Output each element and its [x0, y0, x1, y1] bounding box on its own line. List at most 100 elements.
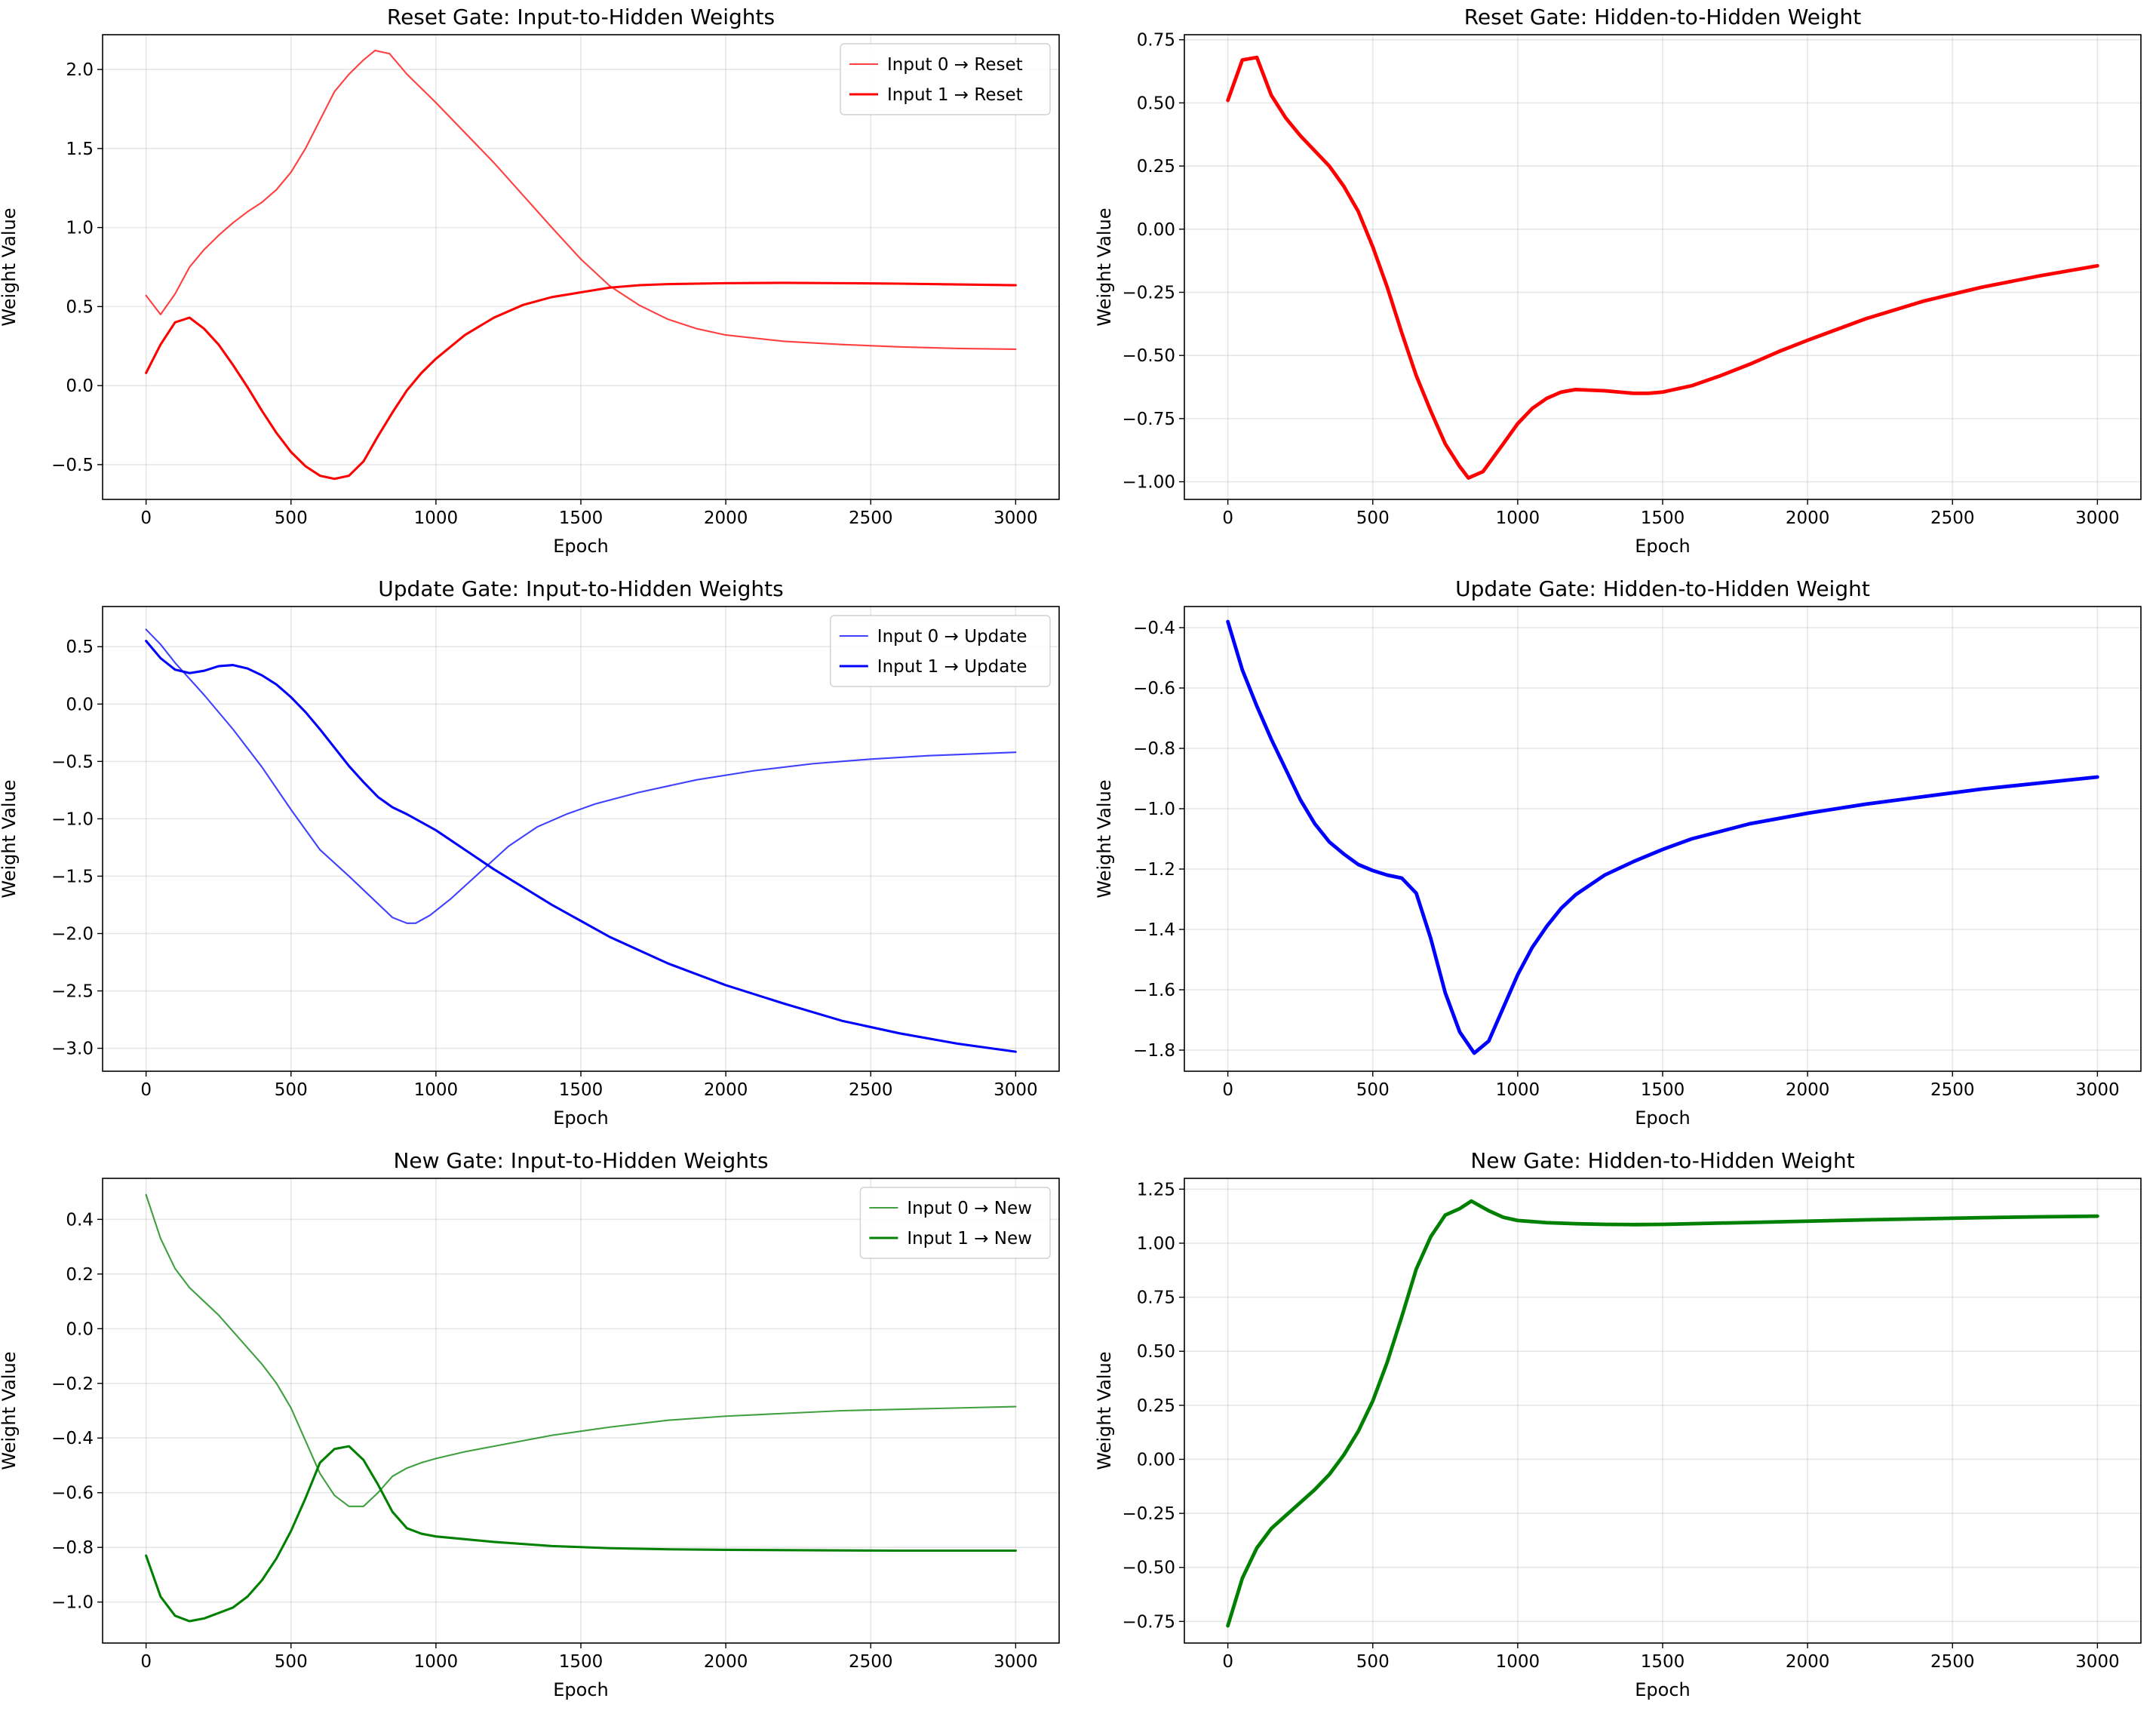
x-tick-label: 2000: [1786, 1652, 1830, 1672]
legend: Input 0 → Update Input 1 → Update: [830, 615, 1051, 687]
subplot-5: 0 500 1000 1500 2000 2500 3000 −1.0 −0.8 −0.6 −0.4…: [0, 1148, 1060, 1700]
series-line-1: [145, 1193, 1017, 1507]
subplot-4: 0 500 1000 1500 2000 2500 3000 −1.8 −1.6 −1.4 −1.2…: [1094, 576, 2142, 1129]
x-tick-label: 3000: [2075, 1652, 2120, 1672]
y-tick-label: 0.50: [1137, 1342, 1175, 1362]
x-tick-label: 2500: [1930, 1652, 1975, 1672]
y-tick-label: 0.5: [66, 297, 94, 317]
x-tick-label: 500: [275, 1652, 308, 1672]
y-tick-label: 0.50: [1137, 94, 1175, 113]
x-tick-label: 1500: [1641, 508, 1685, 528]
y-tick-label: −2.5: [51, 982, 94, 1002]
x-tick-label: 1500: [559, 1652, 603, 1672]
y-tick-label: −1.0: [51, 1593, 94, 1613]
x-axis-label: Epoch: [1635, 536, 1691, 557]
subplot-3: 0 500 1000 1500 2000 2500 3000 −3.0 −2.5 −2.0 −1.5…: [0, 576, 1060, 1129]
y-tick-label: 0.2: [66, 1265, 94, 1285]
y-tick-label: 0.0: [66, 376, 94, 396]
y-tick-label: −2.0: [51, 924, 94, 944]
y-tick-label: −0.6: [51, 1484, 94, 1503]
legend-label-1: Input 0 → Reset: [887, 55, 1023, 75]
series-line-2: [145, 640, 1017, 1053]
x-axis-label: Epoch: [553, 1679, 609, 1700]
y-tick-label: 0.25: [1137, 1396, 1175, 1416]
y-tick-label: 0.25: [1137, 157, 1175, 177]
x-tick-label: 2000: [704, 1652, 748, 1672]
chart-title: New Gate: Input-to-Hidden Weights: [393, 1148, 768, 1173]
y-tick-label: 0.00: [1137, 1450, 1175, 1470]
y-tick-label: −1.0: [1133, 800, 1175, 819]
x-tick-label: 1000: [414, 1652, 459, 1672]
y-axis-label: Weight Value: [1094, 1351, 1115, 1470]
x-axis-label: Epoch: [1635, 1107, 1691, 1129]
x-tick-label: 0: [1222, 508, 1233, 528]
x-axis-label: Epoch: [553, 536, 609, 557]
x-tick-label: 500: [275, 1080, 308, 1100]
x-tick-label: 1500: [1641, 1652, 1685, 1672]
y-tick-label: −0.2: [51, 1374, 94, 1394]
y-tick-label: −0.25: [1123, 283, 1175, 303]
y-axis-label: Weight Value: [1094, 779, 1115, 898]
x-tick-label: 3000: [994, 1652, 1038, 1672]
x-tick-label: 500: [275, 508, 308, 528]
y-axis-label: Weight Value: [1094, 207, 1115, 326]
chart-title: New Gate: Hidden-to-Hidden Weight: [1470, 1148, 1854, 1173]
legend: Input 0 → Reset Input 1 → Reset: [840, 43, 1051, 115]
x-tick-label: 2500: [849, 508, 893, 528]
series-line-1: [1226, 619, 2099, 1055]
x-tick-label: 3000: [994, 1080, 1038, 1100]
x-tick-label: 3000: [2075, 1080, 2120, 1100]
legend: Input 0 → New Input 1 → New: [859, 1187, 1051, 1259]
y-tick-label: −0.50: [1123, 346, 1175, 366]
y-tick-label: −1.0: [51, 809, 94, 829]
y-tick-label: −0.5: [51, 752, 94, 772]
y-tick-label: −1.4: [1133, 920, 1175, 940]
y-tick-label: −0.25: [1123, 1504, 1175, 1524]
x-tick-label: 3000: [994, 508, 1038, 528]
x-tick-label: 0: [1222, 1080, 1233, 1100]
subplot-6: 0 500 1000 1500 2000 2500 3000 −0.75 −0.50 −0.25 0…: [1094, 1148, 2142, 1700]
legend-label-2: Input 1 → Update: [877, 657, 1027, 677]
y-tick-label: −0.50: [1123, 1559, 1175, 1578]
x-tick-label: 0: [140, 508, 152, 528]
x-tick-label: 1000: [1496, 1652, 1540, 1672]
x-tick-label: 2000: [704, 1080, 748, 1100]
series-line-1: [1226, 1199, 2099, 1628]
y-tick-label: −1.5: [51, 867, 94, 886]
y-tick-label: −1.00: [1123, 473, 1175, 493]
y-tick-label: 0.00: [1137, 220, 1175, 240]
legend-label-2: Input 1 → Reset: [887, 85, 1023, 105]
y-tick-label: −0.6: [1133, 679, 1175, 699]
y-tick-label: −0.5: [51, 456, 94, 475]
y-tick-label: 1.00: [1137, 1234, 1175, 1254]
y-tick-label: −1.2: [1133, 860, 1175, 880]
x-tick-label: 2000: [704, 508, 748, 528]
series-line-2: [145, 1445, 1017, 1623]
x-tick-label: 500: [1356, 1080, 1390, 1100]
x-tick-label: 1500: [559, 1080, 603, 1100]
x-axis-label: Epoch: [1635, 1679, 1691, 1700]
x-tick-label: 1000: [1496, 1080, 1540, 1100]
y-axis-label: Weight Value: [0, 779, 20, 898]
series-line-1: [145, 628, 1017, 924]
x-tick-label: 1500: [559, 508, 603, 528]
y-tick-label: −0.8: [1133, 739, 1175, 759]
legend-box: [859, 1187, 1051, 1259]
y-tick-label: −1.6: [1133, 981, 1175, 1000]
y-tick-label: −0.4: [51, 1429, 94, 1448]
x-tick-label: 0: [140, 1652, 152, 1672]
x-axis-label: Epoch: [553, 1107, 609, 1129]
y-tick-label: −1.8: [1133, 1041, 1175, 1061]
series-line-1: [145, 49, 1017, 351]
y-tick-label: 0.0: [66, 1319, 94, 1339]
legend-label-1: Input 0 → Update: [877, 627, 1027, 647]
x-tick-label: 1000: [414, 508, 459, 528]
chart-title: Reset Gate: Hidden-to-Hidden Weight: [1464, 5, 1862, 29]
legend-box: [830, 615, 1051, 687]
x-tick-label: 2500: [1930, 508, 1975, 528]
x-tick-label: 2500: [849, 1652, 893, 1672]
y-tick-label: 0.4: [66, 1210, 94, 1230]
x-tick-label: 500: [1356, 1652, 1390, 1672]
y-tick-label: −0.4: [1133, 619, 1175, 638]
